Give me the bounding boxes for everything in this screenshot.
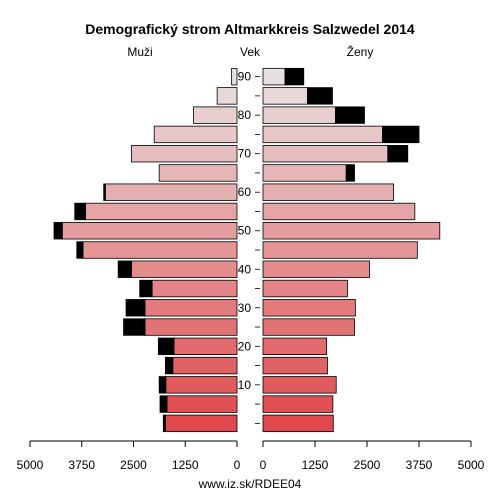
x-axis-right: 0 1250 2500 3750 5000 <box>260 440 485 472</box>
bar-men-age-45-49 <box>82 241 238 259</box>
age-tick-label: 60 <box>238 185 252 199</box>
bar-women-age-45-49 <box>262 241 418 259</box>
bar-women-age-90+ <box>262 67 286 86</box>
bar-women-age-50-54 <box>262 222 441 240</box>
bar-women-age-55-59 <box>262 202 416 221</box>
age-tick-label: 20 <box>238 339 252 353</box>
bar-women-age-25-29 <box>262 318 355 336</box>
bar-men-age-0-4 <box>164 414 238 433</box>
bar-women-age-65-69 <box>262 164 347 182</box>
bar-women-age-75-79 <box>262 125 383 144</box>
bar-women-overlay-age-75-79 <box>381 125 420 144</box>
x-left-tick-label: 2500 <box>120 458 147 472</box>
center-axis-label: Vek <box>240 45 261 59</box>
bar-men-age-65-69 <box>158 164 238 182</box>
bar-men-age-60-64 <box>104 183 238 201</box>
bar-women-age-85-89 <box>262 87 308 105</box>
chart-title: Demografický strom Altmarkkreis Salzwede… <box>85 21 415 37</box>
bar-men-overlay-age-15-19 <box>164 356 174 375</box>
bar-women-age-10-14 <box>262 376 337 394</box>
bar-women-age-30-34 <box>262 299 356 317</box>
bar-men-age-50-54 <box>61 222 238 240</box>
bar-men-age-30-34 <box>144 299 238 317</box>
bar-women-age-35-39 <box>262 279 348 298</box>
x-left-tick-label: 5000 <box>17 458 44 472</box>
x-right-tick-label: 0 <box>260 458 267 472</box>
bar-men-overlay-age-55-59 <box>74 202 86 221</box>
bar-men-overlay-age-20-24 <box>157 337 175 355</box>
bar-women-overlay-age-80-84 <box>334 106 365 124</box>
bar-women-overlay-age-85-89 <box>307 87 333 105</box>
bar-women-age-40-44 <box>262 260 370 278</box>
bar-men-overlay-age-0-4 <box>162 414 166 433</box>
bar-men-age-85-89 <box>216 87 238 105</box>
x-right-tick-label: 3750 <box>406 458 433 472</box>
bar-women-age-5-9 <box>262 395 334 413</box>
bar-men-overlay-age-5-9 <box>159 395 168 413</box>
bar-men-age-35-39 <box>151 279 238 298</box>
bar-men-age-75-79 <box>153 125 238 144</box>
x-right-tick-label: 2500 <box>354 458 381 472</box>
bar-women-age-15-19 <box>262 356 328 375</box>
bar-men-age-20-24 <box>173 337 238 355</box>
bar-men-age-90+ <box>231 67 238 86</box>
age-tick-label: 10 <box>238 378 252 392</box>
bar-men-overlay-age-35-39 <box>139 279 153 298</box>
bar-men-age-80-84 <box>193 106 238 124</box>
age-tick-label: 90 <box>238 70 252 84</box>
x-right-tick-label: 1250 <box>302 458 329 472</box>
x-left-tick-label: 1250 <box>172 458 199 472</box>
bar-men-overlay-age-50-54 <box>53 222 63 240</box>
right-series-label: Ženy <box>347 44 374 59</box>
age-tick-label: 70 <box>238 147 252 161</box>
bar-men-age-10-14 <box>165 376 238 394</box>
age-tick-label: 40 <box>238 262 252 276</box>
bar-women-age-0-4 <box>262 414 334 433</box>
bar-men-age-55-59 <box>85 202 238 221</box>
bar-women-age-70-74 <box>262 145 389 163</box>
footer-url: www.iz.sk/RDEE04 <box>198 477 302 491</box>
x-left-tick-label: 3750 <box>68 458 95 472</box>
bar-men-overlay-age-25-29 <box>123 318 146 336</box>
bar-women-age-80-84 <box>262 106 336 124</box>
right-bars-group <box>262 67 441 433</box>
bar-men-overlay-age-45-49 <box>76 241 84 259</box>
bar-women-overlay-age-90+ <box>284 67 305 86</box>
age-tick-label: 50 <box>238 224 252 238</box>
age-tick-label: 30 <box>238 301 252 315</box>
bar-men-overlay-age-60-64 <box>103 183 106 201</box>
bar-men-age-25-29 <box>144 318 238 336</box>
bar-women-age-20-24 <box>262 337 328 355</box>
bar-women-overlay-age-65-69 <box>345 164 355 182</box>
bar-men-overlay-age-10-14 <box>158 376 167 394</box>
bar-men-age-15-19 <box>172 356 238 375</box>
left-series-label: Muži <box>127 45 152 59</box>
x-axis-left: 5000 3750 2500 1250 0 <box>17 440 241 472</box>
bar-men-overlay-age-30-34 <box>125 299 146 317</box>
bar-women-age-60-64 <box>262 183 395 201</box>
left-bars-group <box>53 67 238 433</box>
age-axis: 10 20 30 40 50 60 70 80 90 <box>238 70 260 424</box>
x-left-tick-label: 0 <box>234 458 241 472</box>
bar-men-age-5-9 <box>166 395 238 413</box>
age-tick-label: 80 <box>238 108 252 122</box>
bar-men-overlay-age-40-44 <box>117 260 132 278</box>
bar-women-overlay-age-70-74 <box>387 145 409 163</box>
bar-men-age-70-74 <box>131 145 238 163</box>
bar-men-age-40-44 <box>131 260 238 278</box>
x-right-tick-label: 5000 <box>458 458 485 472</box>
